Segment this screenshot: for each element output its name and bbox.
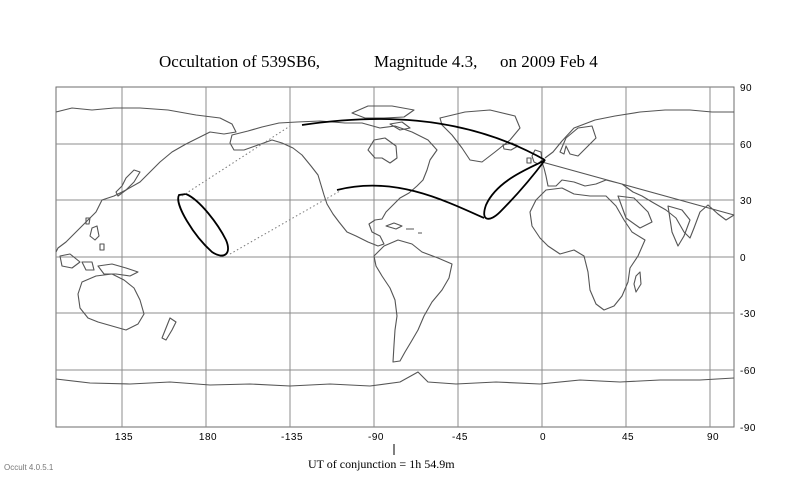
coastline-antarctica xyxy=(55,371,735,387)
coastline-east-asia xyxy=(55,107,237,253)
lon-label-135e: 135 xyxy=(115,432,133,443)
coastline-arctic-islands xyxy=(351,105,415,131)
lon-label-45w: -45 xyxy=(452,432,468,443)
coastline-south-america xyxy=(373,239,453,363)
path-southern-limit xyxy=(336,184,485,219)
lat-label-60s: -60 xyxy=(740,366,756,377)
coastline-india xyxy=(667,205,691,247)
lon-label-45e: 45 xyxy=(622,432,634,443)
coastline-new-zealand xyxy=(161,317,177,341)
occultation-path xyxy=(177,118,546,257)
coastline-scandinavia xyxy=(559,125,597,157)
lat-label-60n: 60 xyxy=(740,140,752,151)
conjunction-label: UT of conjunction = 1h 54.9m xyxy=(308,457,455,471)
lon-label-135w: -135 xyxy=(281,432,303,443)
coastline-madagascar xyxy=(633,271,642,293)
graticule xyxy=(56,87,734,427)
version-label: Occult 4.0.5.1 xyxy=(4,463,54,472)
coastline-greenland xyxy=(439,109,521,163)
coastlines xyxy=(55,105,735,387)
coastline-north-america xyxy=(229,120,438,247)
coastline-eurasia xyxy=(541,109,735,239)
lat-label-90n: 90 xyxy=(740,83,752,94)
lon-label-90w: -90 xyxy=(368,432,384,443)
lon-label-180: 180 xyxy=(199,432,217,443)
lat-label-90s: -90 xyxy=(740,423,756,434)
coastline-africa xyxy=(529,187,646,311)
path-dotted-south xyxy=(229,190,341,255)
path-east-loop xyxy=(483,159,546,220)
coastline-japan xyxy=(115,169,141,197)
coastline-hudson-bay xyxy=(367,137,398,164)
coastline-caribbean xyxy=(385,222,422,234)
latitude-labels: 90 60 30 0 -30 -60 -90 xyxy=(740,83,756,434)
lat-label-30n: 30 xyxy=(740,196,752,207)
map-title-object: Occultation of 539SB6, xyxy=(159,52,320,71)
path-dotted-north xyxy=(181,125,291,197)
map-title-magnitude: Magnitude 4.3, xyxy=(374,52,477,71)
coastline-indonesia xyxy=(59,253,139,277)
path-northern-limit xyxy=(301,118,546,161)
path-west-loop xyxy=(177,193,229,257)
lat-label-0: 0 xyxy=(740,253,746,264)
lat-label-30s: -30 xyxy=(740,309,756,320)
coastline-australia xyxy=(77,273,145,331)
coastline-philippines xyxy=(85,217,105,251)
lon-label-0: 0 xyxy=(540,432,546,443)
longitude-labels: 135 180 -135 -90 -45 0 45 90 xyxy=(115,432,719,443)
map-title-date: on 2009 Feb 4 xyxy=(500,52,598,71)
lon-label-90e: 90 xyxy=(707,432,719,443)
coastline-arabia xyxy=(617,195,653,229)
